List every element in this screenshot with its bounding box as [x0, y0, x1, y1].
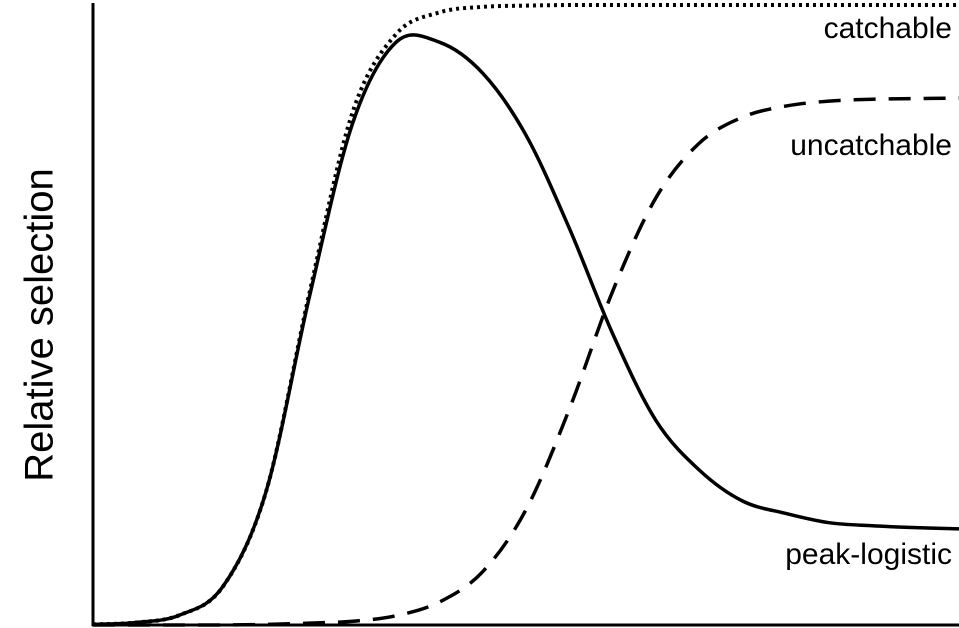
y-axis-label: Relative selection	[18, 168, 62, 482]
series-label: catchable	[824, 12, 952, 45]
series-line	[93, 96, 959, 627]
series-label: peak-logistic	[785, 538, 952, 571]
series-line	[92, 33, 959, 627]
series-line	[92, 2, 959, 627]
series-label: uncatchable	[790, 129, 952, 162]
